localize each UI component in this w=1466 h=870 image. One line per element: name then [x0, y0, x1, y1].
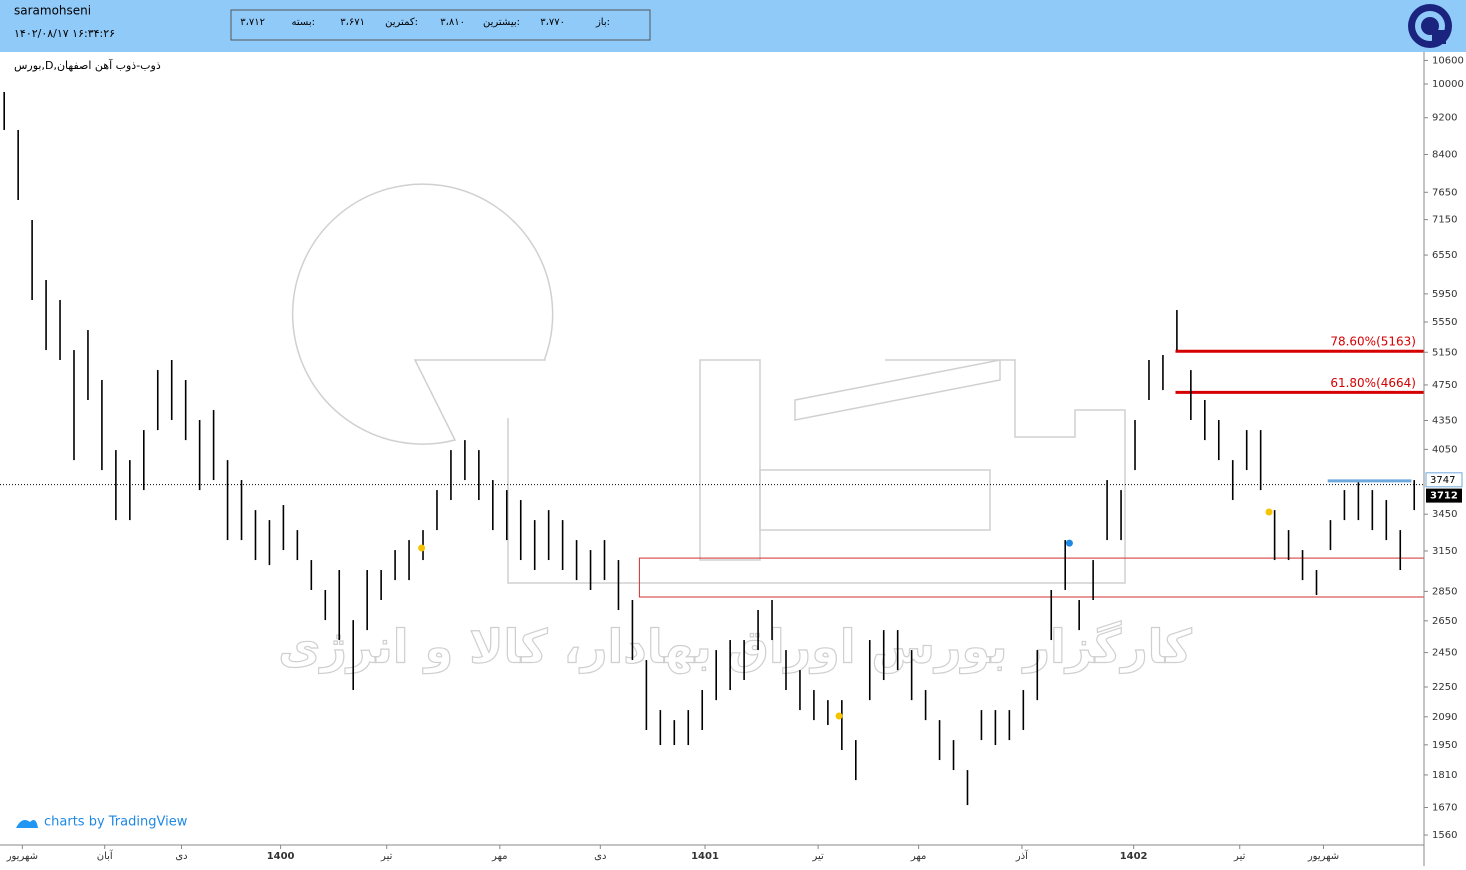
- last-price-box: [1426, 488, 1462, 503]
- signal-dot: [1265, 508, 1273, 516]
- y-tick-label: 2250: [1432, 682, 1457, 693]
- y-tick-label: 7150: [1432, 215, 1457, 226]
- y-tick-label: 7650: [1432, 187, 1457, 198]
- signal-dot: [1065, 539, 1073, 547]
- signal-dot: [835, 712, 843, 720]
- x-tick-label: آبان: [97, 849, 114, 862]
- zone-box: [638, 557, 1425, 598]
- y-tick-label: 6550: [1432, 250, 1457, 261]
- x-tick-label: مهر: [491, 851, 507, 862]
- x-tick-label: دی: [594, 851, 606, 862]
- datetime: ۱۴۰۲/۰۸/۱۷ ۱۶:۳۴:۲۶: [14, 27, 115, 40]
- x-tick-label: 1401: [691, 851, 719, 862]
- x-tick-label: 1400: [267, 851, 295, 862]
- y-tick-label: 5150: [1432, 347, 1457, 358]
- brand-text: charts by TradingView: [44, 815, 188, 830]
- quote-label: کمترین:: [385, 17, 418, 28]
- quote-value: ۳،۸۱۰: [440, 17, 465, 28]
- x-tick-label: آذر: [1015, 849, 1029, 862]
- watermark-text: کارگزار بورس اوراق بهادار، کالا و انرژی: [278, 620, 1192, 674]
- y-tick-label: 2850: [1432, 586, 1457, 597]
- y-tick-label: 10600: [1432, 55, 1464, 66]
- y-tick-label: 5950: [1432, 289, 1457, 300]
- y-tick-label: 3150: [1432, 546, 1457, 557]
- signal-dot: [418, 544, 426, 552]
- y-tick-label: 2650: [1432, 616, 1457, 627]
- level-price-box: [1425, 472, 1463, 488]
- tradingview-brand: charts by TradingView: [16, 815, 188, 830]
- y-tick-label: 4050: [1432, 444, 1457, 455]
- x-tick-label: تیر: [380, 851, 393, 862]
- fib-label: 78.60%(5163): [1330, 335, 1416, 349]
- last-price-label: 3712: [1430, 491, 1458, 502]
- quote-box: [230, 9, 651, 41]
- quote-label: باز:: [595, 17, 610, 28]
- quote-value: ۳،۷۷۰: [540, 17, 565, 28]
- x-tick-label: شهریور: [1307, 851, 1339, 862]
- plot-area: کارگزار بورس اوراق بهادار، کالا و انرژی 7…: [0, 92, 1425, 806]
- symbol-title: بورس,D,ذوب-ذوب آهن اصفهان: [14, 58, 161, 72]
- y-tick-label: 1670: [1432, 802, 1457, 813]
- y-tick-label: 2450: [1432, 648, 1457, 659]
- y-tick-label: 4750: [1432, 380, 1457, 391]
- y-tick-label: 3450: [1432, 509, 1457, 520]
- y-tick-label: 8400: [1432, 149, 1457, 160]
- x-tick-label: مهر: [910, 851, 926, 862]
- y-tick-label: 1810: [1432, 770, 1457, 781]
- level-price-label: 3747: [1430, 475, 1455, 486]
- y-tick-label: 1560: [1432, 830, 1457, 841]
- y-tick-label: 10000: [1432, 79, 1464, 90]
- quote-value: ۳،۶۷۱: [340, 17, 365, 28]
- x-tick-label: تیر: [811, 851, 824, 862]
- user-name: saramohseni: [14, 4, 91, 18]
- x-tick-label: شهریور: [6, 851, 38, 862]
- quote-label: بیشترین:: [483, 17, 520, 28]
- quote-label: بسته:: [292, 17, 315, 28]
- y-tick-label: 2090: [1432, 712, 1457, 723]
- fib-label: 61.80%(4664): [1330, 376, 1416, 390]
- y-tick-label: 9200: [1432, 113, 1457, 124]
- y-tick-label: 4350: [1432, 415, 1457, 426]
- header-bar: [0, 0, 1466, 52]
- x-tick-label: دی: [175, 851, 187, 862]
- watermark-logo: [291, 183, 1126, 584]
- x-tick-label: تیر: [1233, 851, 1246, 862]
- quote-value: ۳،۷۱۲: [240, 17, 265, 28]
- y-tick-label: 5550: [1432, 317, 1457, 328]
- x-tick-label: 1402: [1120, 851, 1148, 862]
- y-tick-label: 1950: [1432, 740, 1457, 751]
- app-logo: [1408, 4, 1452, 48]
